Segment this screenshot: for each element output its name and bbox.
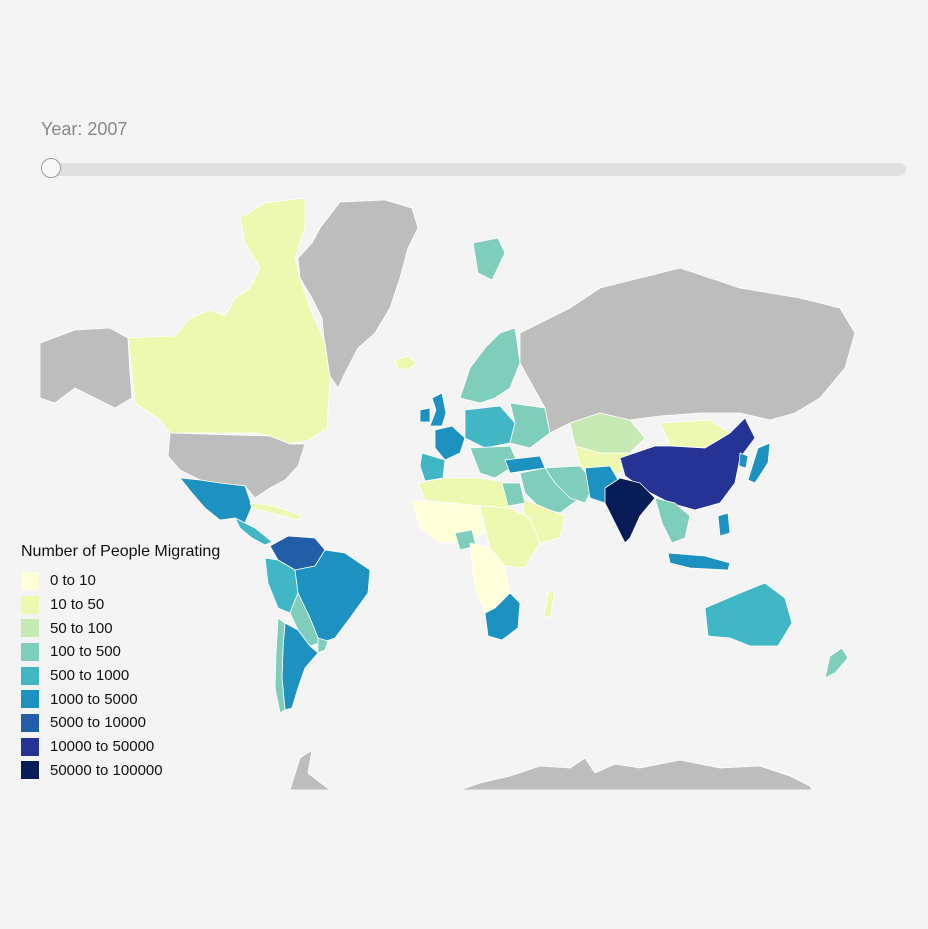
region-iceland [394, 355, 418, 371]
region-madagascar [543, 589, 556, 619]
legend-item: 0 to 10 [21, 569, 220, 593]
region-japan [747, 442, 771, 484]
legend-label: 500 to 1000 [50, 667, 130, 685]
region-central-america [234, 517, 273, 546]
legend-label: 10 to 50 [50, 596, 105, 614]
region-australia [704, 582, 793, 647]
region-uruguay [317, 637, 329, 654]
region-west-africa [411, 499, 486, 544]
legend-label: 1000 to 5000 [50, 690, 138, 708]
world-choropleth-map [40, 198, 855, 790]
legend-item: 500 to 1000 [21, 664, 220, 688]
region-italy-balkans [469, 445, 519, 479]
region-usa [167, 432, 306, 499]
legend-swatch [21, 595, 39, 614]
legend-label: 0 to 10 [50, 572, 96, 590]
legend-swatch [21, 642, 39, 661]
map-legend: Number of People Migrating 0 to 10 10 to … [21, 543, 220, 782]
legend-label: 10000 to 50000 [50, 738, 155, 756]
region-caribbean [249, 502, 303, 521]
region-india [604, 477, 656, 544]
region-chile [274, 617, 286, 714]
region-antarctica [289, 749, 813, 790]
region-canada [127, 198, 331, 445]
year-slider-thumb[interactable] [41, 158, 61, 178]
legend-item: 10000 to 50000 [21, 735, 220, 759]
region-ireland [419, 407, 431, 423]
legend-swatch [21, 619, 39, 638]
region-central-europe [464, 405, 516, 449]
legend-swatch [21, 690, 39, 709]
region-southeast-asia [654, 497, 691, 544]
legend-swatch [21, 737, 39, 756]
region-new-zealand [824, 647, 849, 679]
region-scandinavia [459, 327, 521, 404]
year-slider-track[interactable] [42, 163, 906, 176]
region-france [434, 425, 466, 461]
year-label: Year: 2007 [41, 119, 128, 139]
region-philippines [717, 512, 731, 537]
region-russia [519, 267, 855, 434]
legend-label: 50000 to 100000 [50, 761, 163, 779]
legend-item: 1000 to 5000 [21, 687, 220, 711]
region-indonesia [667, 552, 731, 571]
legend-item: 50000 to 100000 [21, 759, 220, 783]
region-uk [429, 392, 447, 427]
region-svalbard [472, 237, 506, 281]
legend-swatch [21, 666, 39, 685]
region-korea [738, 452, 749, 469]
legend-item: 100 to 500 [21, 640, 220, 664]
region-iberia [419, 452, 446, 482]
legend-item: 5000 to 10000 [21, 711, 220, 735]
legend-swatch [21, 761, 39, 780]
region-greenland [297, 199, 419, 389]
legend-item: 10 to 50 [21, 593, 220, 617]
legend-title: Number of People Migrating [21, 543, 221, 560]
region-alaska [40, 327, 133, 409]
region-iran [544, 465, 596, 504]
legend-swatch [21, 713, 39, 732]
region-eastern-europe [509, 402, 551, 449]
region-southern-africa [484, 592, 521, 641]
legend-item: 50 to 100 [21, 616, 220, 640]
legend-label: 5000 to 10000 [50, 714, 146, 732]
legend-label: 100 to 500 [50, 643, 121, 661]
legend-swatch [21, 571, 39, 590]
legend-label: 50 to 100 [50, 619, 113, 637]
region-egypt [501, 482, 526, 507]
